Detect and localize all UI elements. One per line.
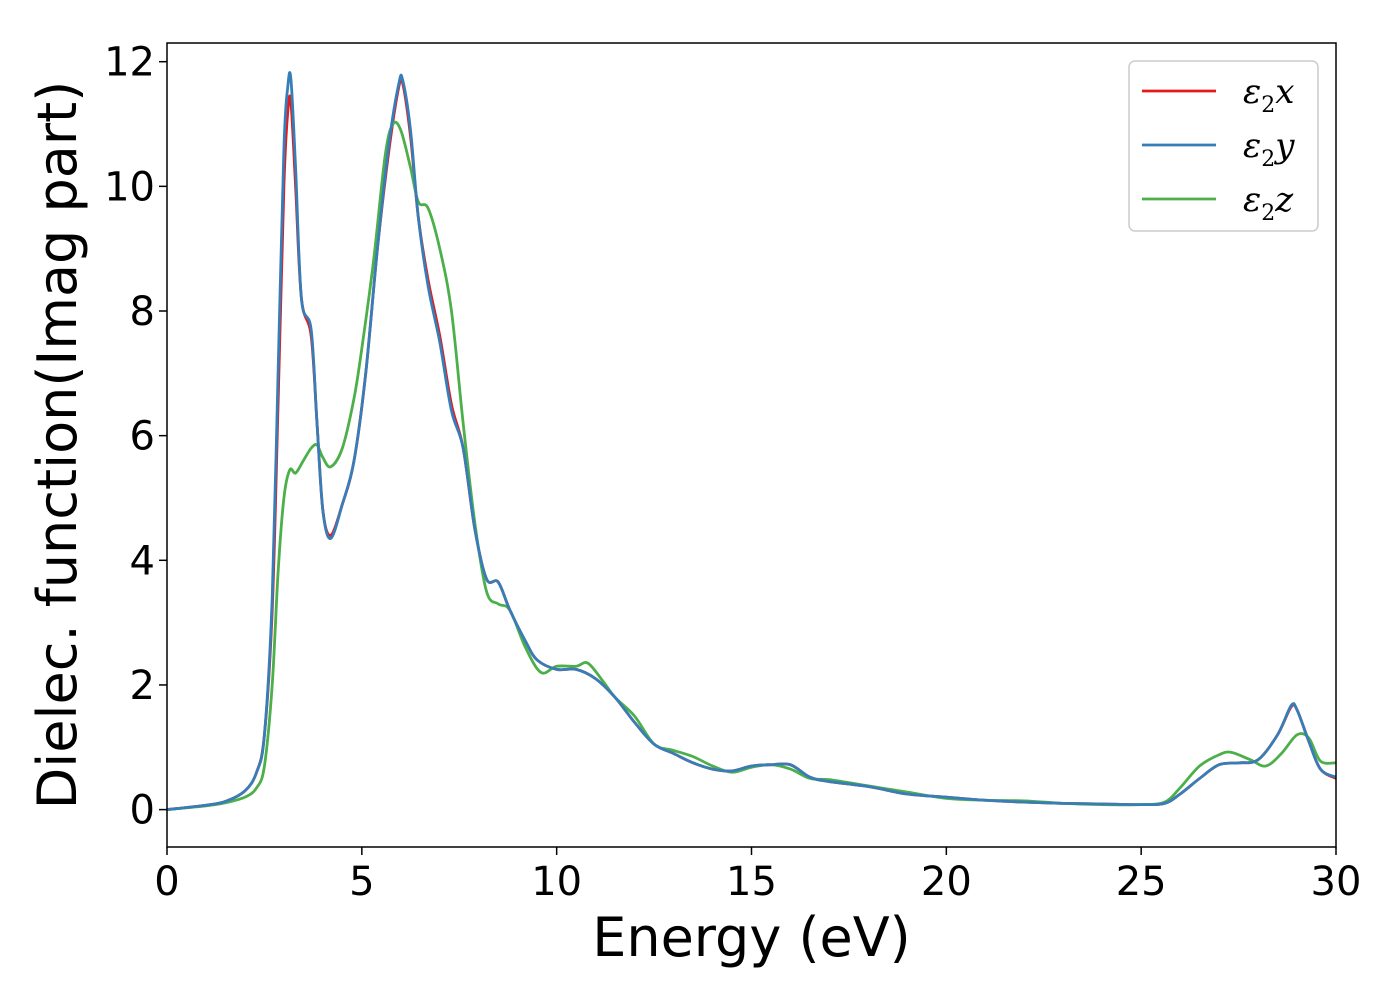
legend-label-x: ε2x <box>1243 72 1294 118</box>
legend-box <box>1128 60 1319 232</box>
y-tick-label: 0 <box>130 788 155 834</box>
series-line-y <box>167 71 1336 811</box>
legend-label-y: ε2y <box>1243 126 1295 172</box>
y-tick-label: 6 <box>130 414 155 460</box>
y-axis-title: Dielec. function(Imag part) <box>26 81 89 810</box>
y-axis: 0 2 4 6 8 10 12 <box>104 40 167 834</box>
series-layer <box>167 71 1336 811</box>
x-axis: 0 5 10 15 20 25 30 <box>154 847 1361 905</box>
x-tick-label: 15 <box>726 859 777 905</box>
x-tick-label: 0 <box>154 859 179 905</box>
y-tick-label: 12 <box>104 40 155 86</box>
y-tick-label: 4 <box>130 538 155 584</box>
legend-label-z: ε2z <box>1243 180 1294 226</box>
x-tick-label: 10 <box>531 859 582 905</box>
x-tick-label: 5 <box>349 859 374 905</box>
x-axis-title: Energy (eV) <box>592 906 911 969</box>
x-tick-label: 20 <box>921 859 972 905</box>
y-tick-label: 2 <box>130 663 155 709</box>
x-tick-label: 25 <box>1116 859 1167 905</box>
x-tick-label: 30 <box>1311 859 1362 905</box>
y-tick-label: 10 <box>104 164 155 210</box>
y-tick-label: 8 <box>130 289 155 335</box>
legend: ε2x ε2y ε2z <box>1128 60 1319 232</box>
